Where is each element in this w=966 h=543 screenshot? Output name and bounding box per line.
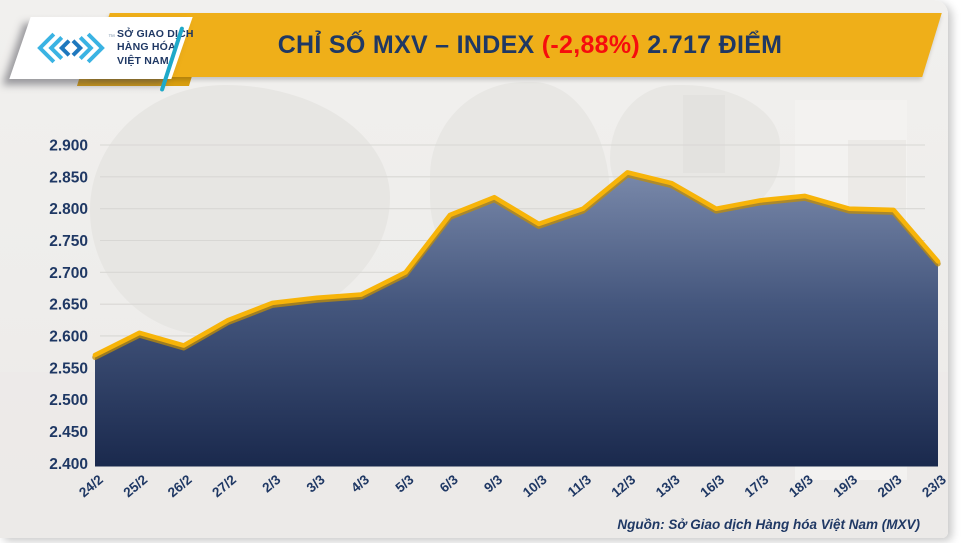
x-axis-tick-label: 23/3 (919, 471, 948, 500)
x-axis-tick-label: 27/2 (209, 472, 239, 500)
x-axis-tick-label: 11/3 (565, 471, 595, 499)
x-axis-tick-label: 4/3 (348, 472, 372, 496)
x-axis-tick-label: 16/3 (697, 471, 727, 500)
y-axis-tick-label: 2.550 (49, 360, 88, 377)
y-axis-tick-label: 2.750 (49, 233, 88, 250)
y-axis-tick-label: 2.500 (49, 392, 88, 409)
slide-background: CHỈ SỐ MXV – INDEX (-2,88%) 2.717 ĐIỂM ™… (0, 0, 948, 538)
logo-inner: ™ SỞ GIAO DỊCH HÀNG HÓA VIỆT NAM (20, 17, 194, 79)
y-axis-tick-label: 2.450 (49, 424, 88, 441)
y-axis-tick-label: 2.900 (49, 138, 88, 155)
logo-card: ™ SỞ GIAO DỊCH HÀNG HÓA VIỆT NAM (9, 17, 194, 79)
x-axis-tick-label: 25/2 (121, 472, 151, 500)
y-axis-tick-label: 2.850 (49, 169, 88, 186)
y-axis-tick-label: 2.600 (49, 328, 88, 345)
mxv-logo-icon (37, 32, 105, 64)
x-axis-tick-label: 13/3 (653, 471, 683, 500)
x-axis-tick-label: 26/2 (165, 472, 195, 500)
x-axis-tick-label: 2/3 (259, 472, 283, 496)
index-area-fill (95, 172, 938, 467)
x-axis-tick-label: 9/3 (481, 472, 505, 496)
source-attribution: Nguồn: Sở Giao dịch Hàng hóa Việt Nam (M… (617, 517, 920, 532)
x-axis-tick-label: 6/3 (437, 472, 461, 496)
page-title: CHỈ SỐ MXV – INDEX (-2,88%) 2.717 ĐIỂM (150, 13, 910, 77)
x-axis-tick-label: 10/3 (520, 471, 550, 500)
x-axis-tick-label: 12/3 (609, 471, 639, 500)
y-axis-tick-label: 2.800 (49, 201, 88, 218)
x-axis-tick-label: 19/3 (830, 471, 860, 500)
x-axis-tick-label: 17/3 (742, 471, 772, 500)
title-points: 2.717 ĐIỂM (640, 30, 783, 59)
title-change-percent: (-2,88%) (541, 30, 641, 59)
y-axis-tick-label: 2.400 (49, 456, 88, 473)
title-main: CHỈ SỐ MXV – INDEX (277, 30, 542, 59)
x-axis-tick-label: 5/3 (392, 472, 416, 496)
y-axis-tick-label: 2.650 (49, 297, 88, 314)
y-axis-tick-label: 2.700 (49, 265, 88, 282)
x-axis-tick-label: 18/3 (786, 471, 816, 500)
x-axis-tick-label: 3/3 (304, 472, 328, 496)
mxv-index-area-chart: 2.900 2.850 2.800 2.750 2.700 2.650 2.600 2.550… (49, 138, 948, 501)
x-axis-tick-label: 20/3 (875, 471, 905, 500)
x-axis-tick-label: 24/2 (76, 472, 106, 500)
